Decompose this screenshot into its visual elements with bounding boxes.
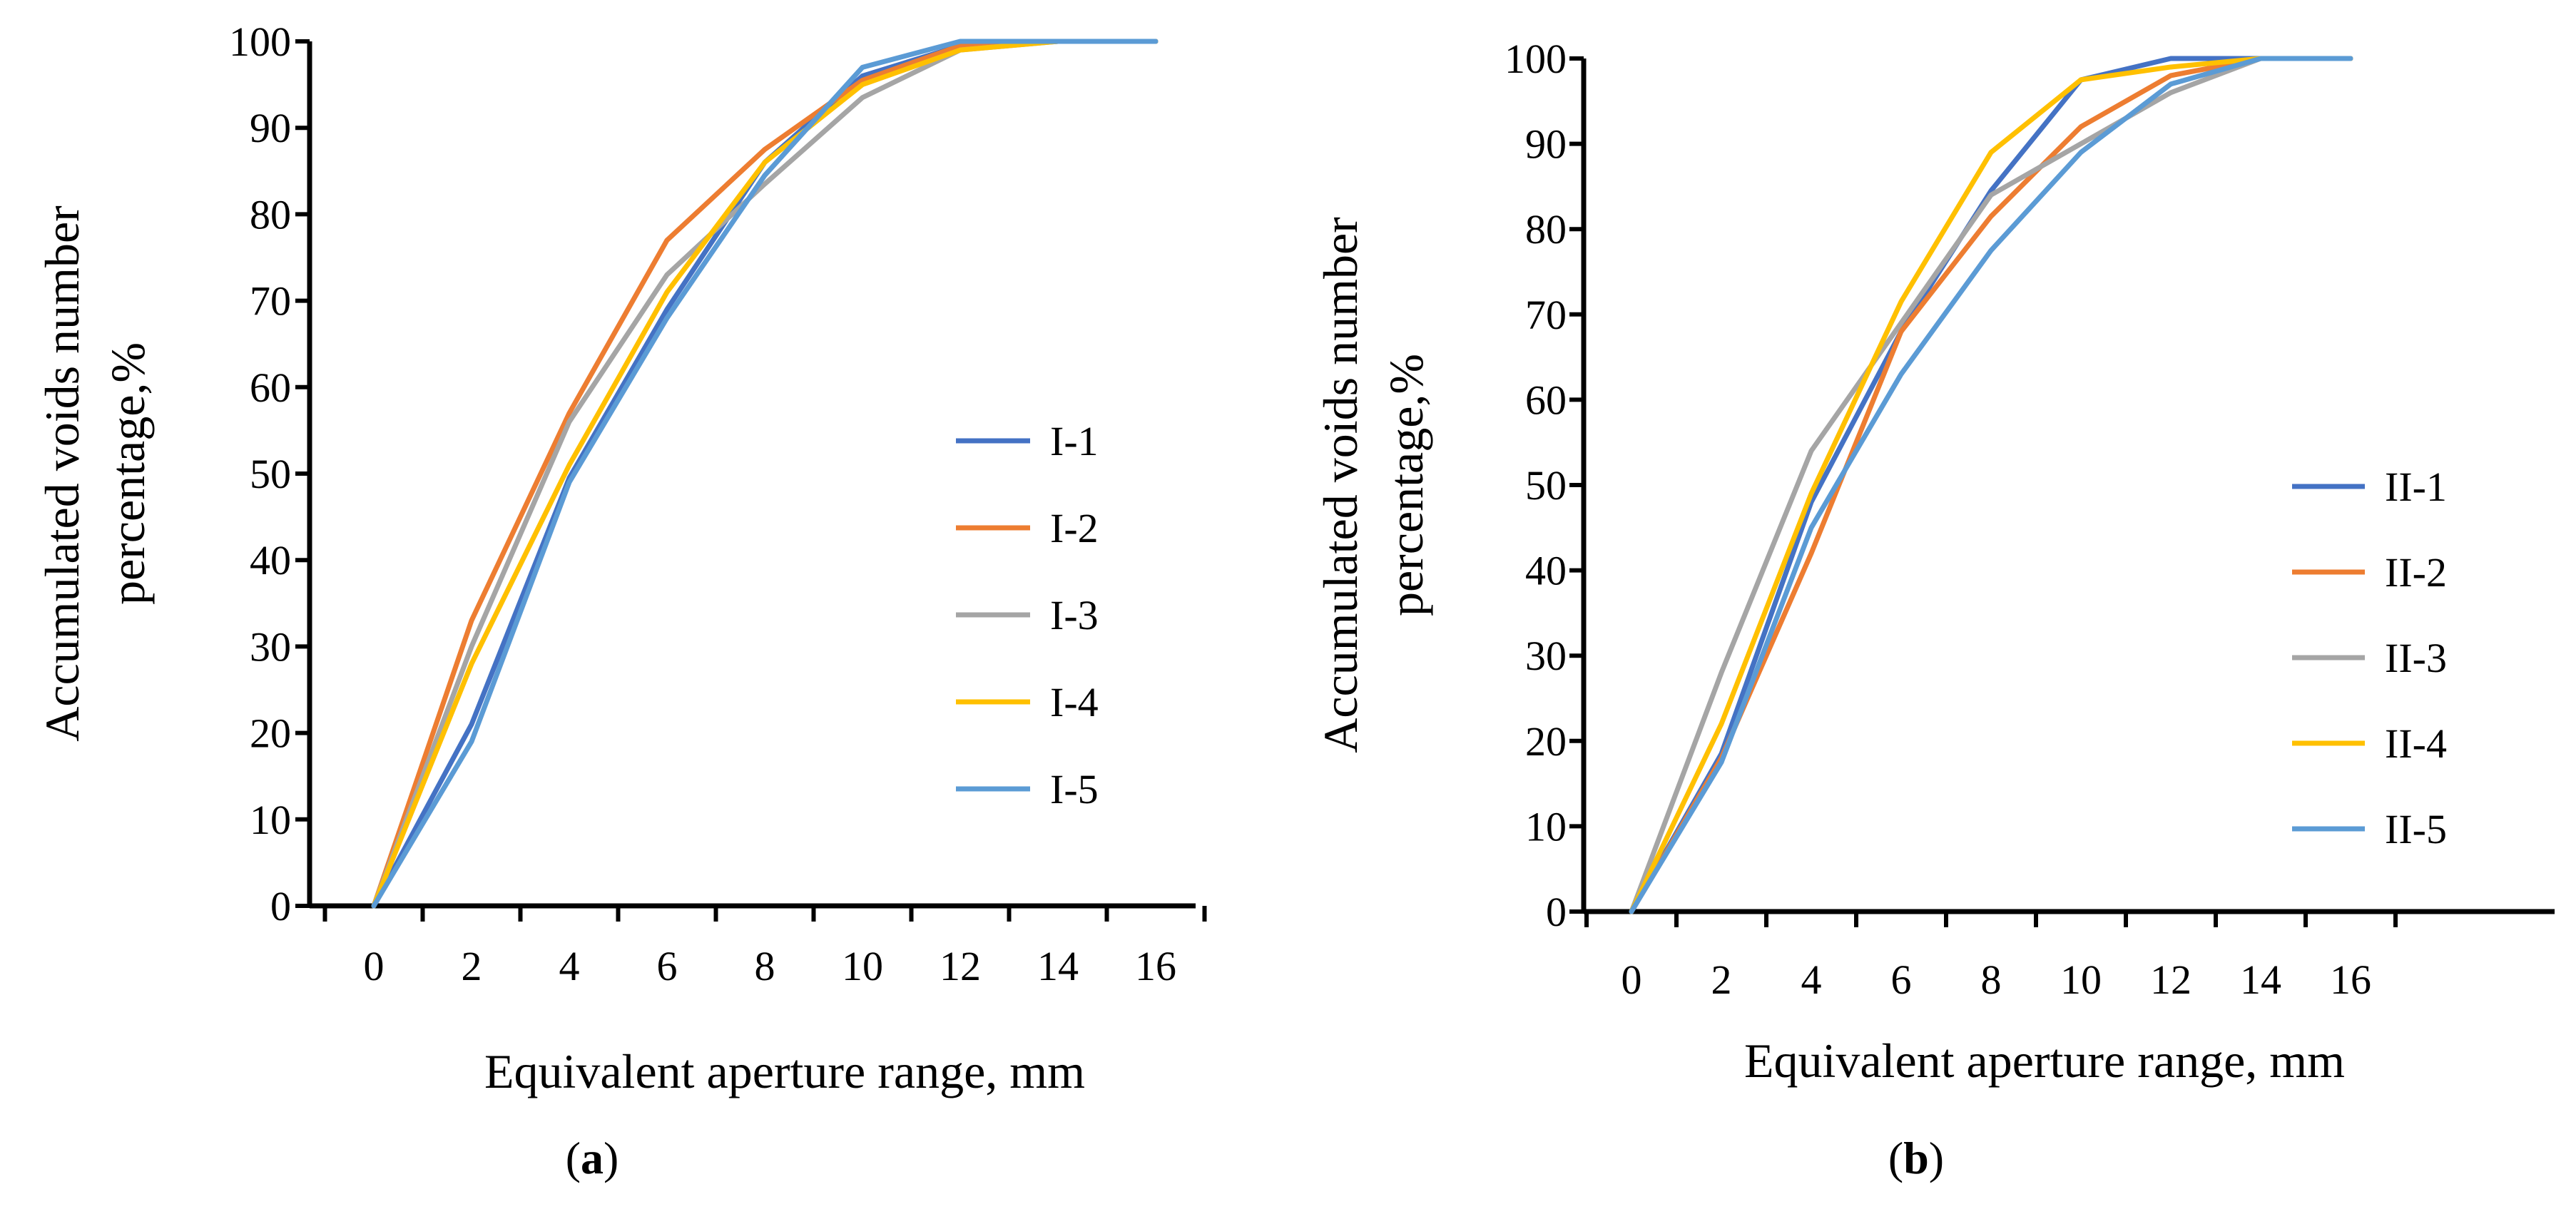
y-tick-label: 70	[1525, 292, 1567, 338]
y-tick-label: 20	[250, 710, 291, 757]
y-tick-label: 40	[1525, 548, 1567, 594]
x-tick-label: 6	[1891, 957, 1912, 1003]
y-tick-label: 100	[1505, 36, 1567, 82]
caption-letter: b	[1903, 1133, 1929, 1183]
x-tick-label: 14	[2240, 957, 2281, 1003]
y-axis-title: Accumulated voids number	[35, 205, 89, 742]
caption-open-paren: (	[566, 1133, 581, 1183]
y-tick-label: 40	[250, 537, 291, 583]
x-tick-label: 10	[842, 943, 883, 989]
y-tick-label: 80	[250, 191, 291, 238]
y-tick-label: 60	[1525, 377, 1567, 423]
legend-label: I-3	[1050, 592, 1099, 638]
y-tick-label: 20	[1525, 718, 1567, 765]
y-axis-title: Accumulated voids number	[1313, 217, 1368, 753]
y-tick-label: 90	[250, 105, 291, 151]
legend-label: II-2	[2385, 549, 2447, 596]
y-tick-label: 90	[1525, 121, 1567, 168]
series-line-i-2	[371, 39, 1159, 909]
x-tick-label: 4	[559, 943, 580, 989]
x-tick-label: 10	[2060, 957, 2102, 1003]
y-tick-label: 30	[1525, 633, 1567, 679]
y-tick-label: 10	[250, 797, 291, 843]
series-line-ii-3	[1629, 56, 2353, 914]
x-tick-label: 6	[657, 943, 678, 989]
x-axis-title: Equivalent aperture range, mm	[1744, 1034, 2345, 1088]
series-line-i-5	[371, 39, 1159, 909]
x-tick-label: 8	[1981, 957, 2002, 1003]
y-tick-label: 50	[1525, 462, 1567, 509]
legend-label: I-1	[1050, 418, 1099, 464]
panel-caption: (a)	[566, 1133, 619, 1183]
y-tick-label: 10	[1525, 803, 1567, 850]
series-line-i-3	[371, 39, 1159, 909]
caption-close-paren: )	[1929, 1133, 1944, 1183]
y-tick-label: 80	[1525, 206, 1567, 253]
x-tick-label: 8	[755, 943, 775, 989]
panel-caption: (b)	[1888, 1133, 1944, 1183]
y-tick-label: 60	[250, 364, 291, 411]
x-tick-label: 2	[462, 943, 482, 989]
y-tick-label: 50	[250, 451, 291, 497]
series-line-i-4	[371, 39, 1159, 909]
legend-label: II-3	[2385, 635, 2447, 681]
y-axis-title: percentage,%	[1379, 354, 1433, 616]
series-line-ii-4	[1629, 56, 2353, 914]
x-tick-label: 2	[1711, 957, 1732, 1003]
y-tick-label: 70	[250, 278, 291, 325]
legend-label: I-2	[1050, 505, 1099, 551]
x-tick-label: 12	[940, 943, 981, 989]
legend-label: I-4	[1050, 679, 1099, 725]
legend-label: I-5	[1050, 766, 1099, 812]
series-line-ii-2	[1629, 56, 2353, 914]
x-tick-label: 0	[364, 943, 385, 989]
x-tick-label: 12	[2150, 957, 2191, 1003]
x-tick-label: 0	[1622, 957, 1642, 1003]
y-axis-title: percentage,%	[101, 342, 155, 605]
caption-close-paren: )	[604, 1133, 618, 1183]
caption-open-paren: (	[1888, 1133, 1903, 1183]
caption-letter: a	[581, 1133, 604, 1183]
legend-label: II-4	[2385, 720, 2447, 767]
chart-panel-b: 0 10 20 30 40 50 60 70 80 90 100 0 2 4 6 8 10 12 14 16 II-1 I…	[1313, 36, 2555, 1183]
y-tick-label: 0	[270, 883, 291, 929]
legend-label: II-1	[2385, 464, 2447, 510]
x-tick-label: 16	[2330, 957, 2371, 1003]
x-axis-title: Equivalent aperture range, mm	[484, 1044, 1085, 1098]
y-tick-label: 0	[1546, 889, 1567, 935]
x-tick-label: 4	[1801, 957, 1822, 1003]
series-line-i-1	[371, 39, 1159, 909]
series-line-ii-1	[1629, 56, 2353, 914]
series-line-ii-5	[1629, 56, 2353, 914]
x-tick-label: 16	[1135, 943, 1176, 989]
legend-label: II-5	[2385, 806, 2447, 852]
y-tick-label: 100	[229, 19, 291, 65]
chart-panel-a: 0 10 20 30 40 50 60 70 80 90 100 0 2 4 6 8 10 12 14 16 I-1 I-…	[35, 19, 1207, 1183]
x-tick-label: 14	[1037, 943, 1079, 989]
y-tick-label: 30	[250, 623, 291, 670]
